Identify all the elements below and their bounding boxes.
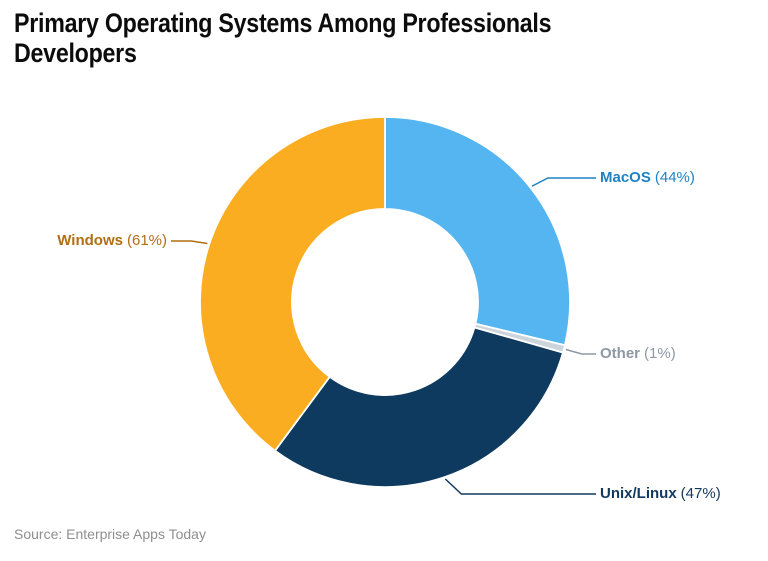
slice-label-macos-value: (44%) xyxy=(654,169,695,186)
slice-label-macos-name: MacOS xyxy=(600,169,651,186)
chart-title: Primary Operating Systems Among Professi… xyxy=(14,8,552,68)
slice-label-other-name: Other xyxy=(600,345,641,362)
slice-unix-linux xyxy=(274,326,564,488)
source-caption: Source: Enterprise Apps Today xyxy=(14,526,206,542)
slice-label-windows: Windows (61%) xyxy=(57,231,167,251)
leader-line-other xyxy=(565,348,596,355)
slice-windows xyxy=(199,116,386,452)
slice-macos xyxy=(384,116,571,347)
slice-label-windows-value: (61%) xyxy=(126,232,167,249)
slice-label-windows-name: Windows xyxy=(57,232,123,249)
slice-label-unix-linux: Unix/Linux (47%) xyxy=(600,484,721,504)
leader-line-unix-linux xyxy=(444,478,596,495)
slice-label-unix-linux-value: (47%) xyxy=(680,485,721,502)
slice-label-other: Other (1%) xyxy=(600,344,676,364)
chart-title-line-2: Developers xyxy=(14,38,137,68)
leader-line-windows xyxy=(171,240,208,245)
chart-title-line-1: Primary Operating Systems Among Professi… xyxy=(14,8,552,38)
leader-line-macos xyxy=(531,177,596,187)
slice-label-other-value: (1%) xyxy=(644,345,676,362)
slice-label-unix-linux-name: Unix/Linux xyxy=(600,485,677,502)
slice-label-macos: MacOS (44%) xyxy=(600,168,695,188)
